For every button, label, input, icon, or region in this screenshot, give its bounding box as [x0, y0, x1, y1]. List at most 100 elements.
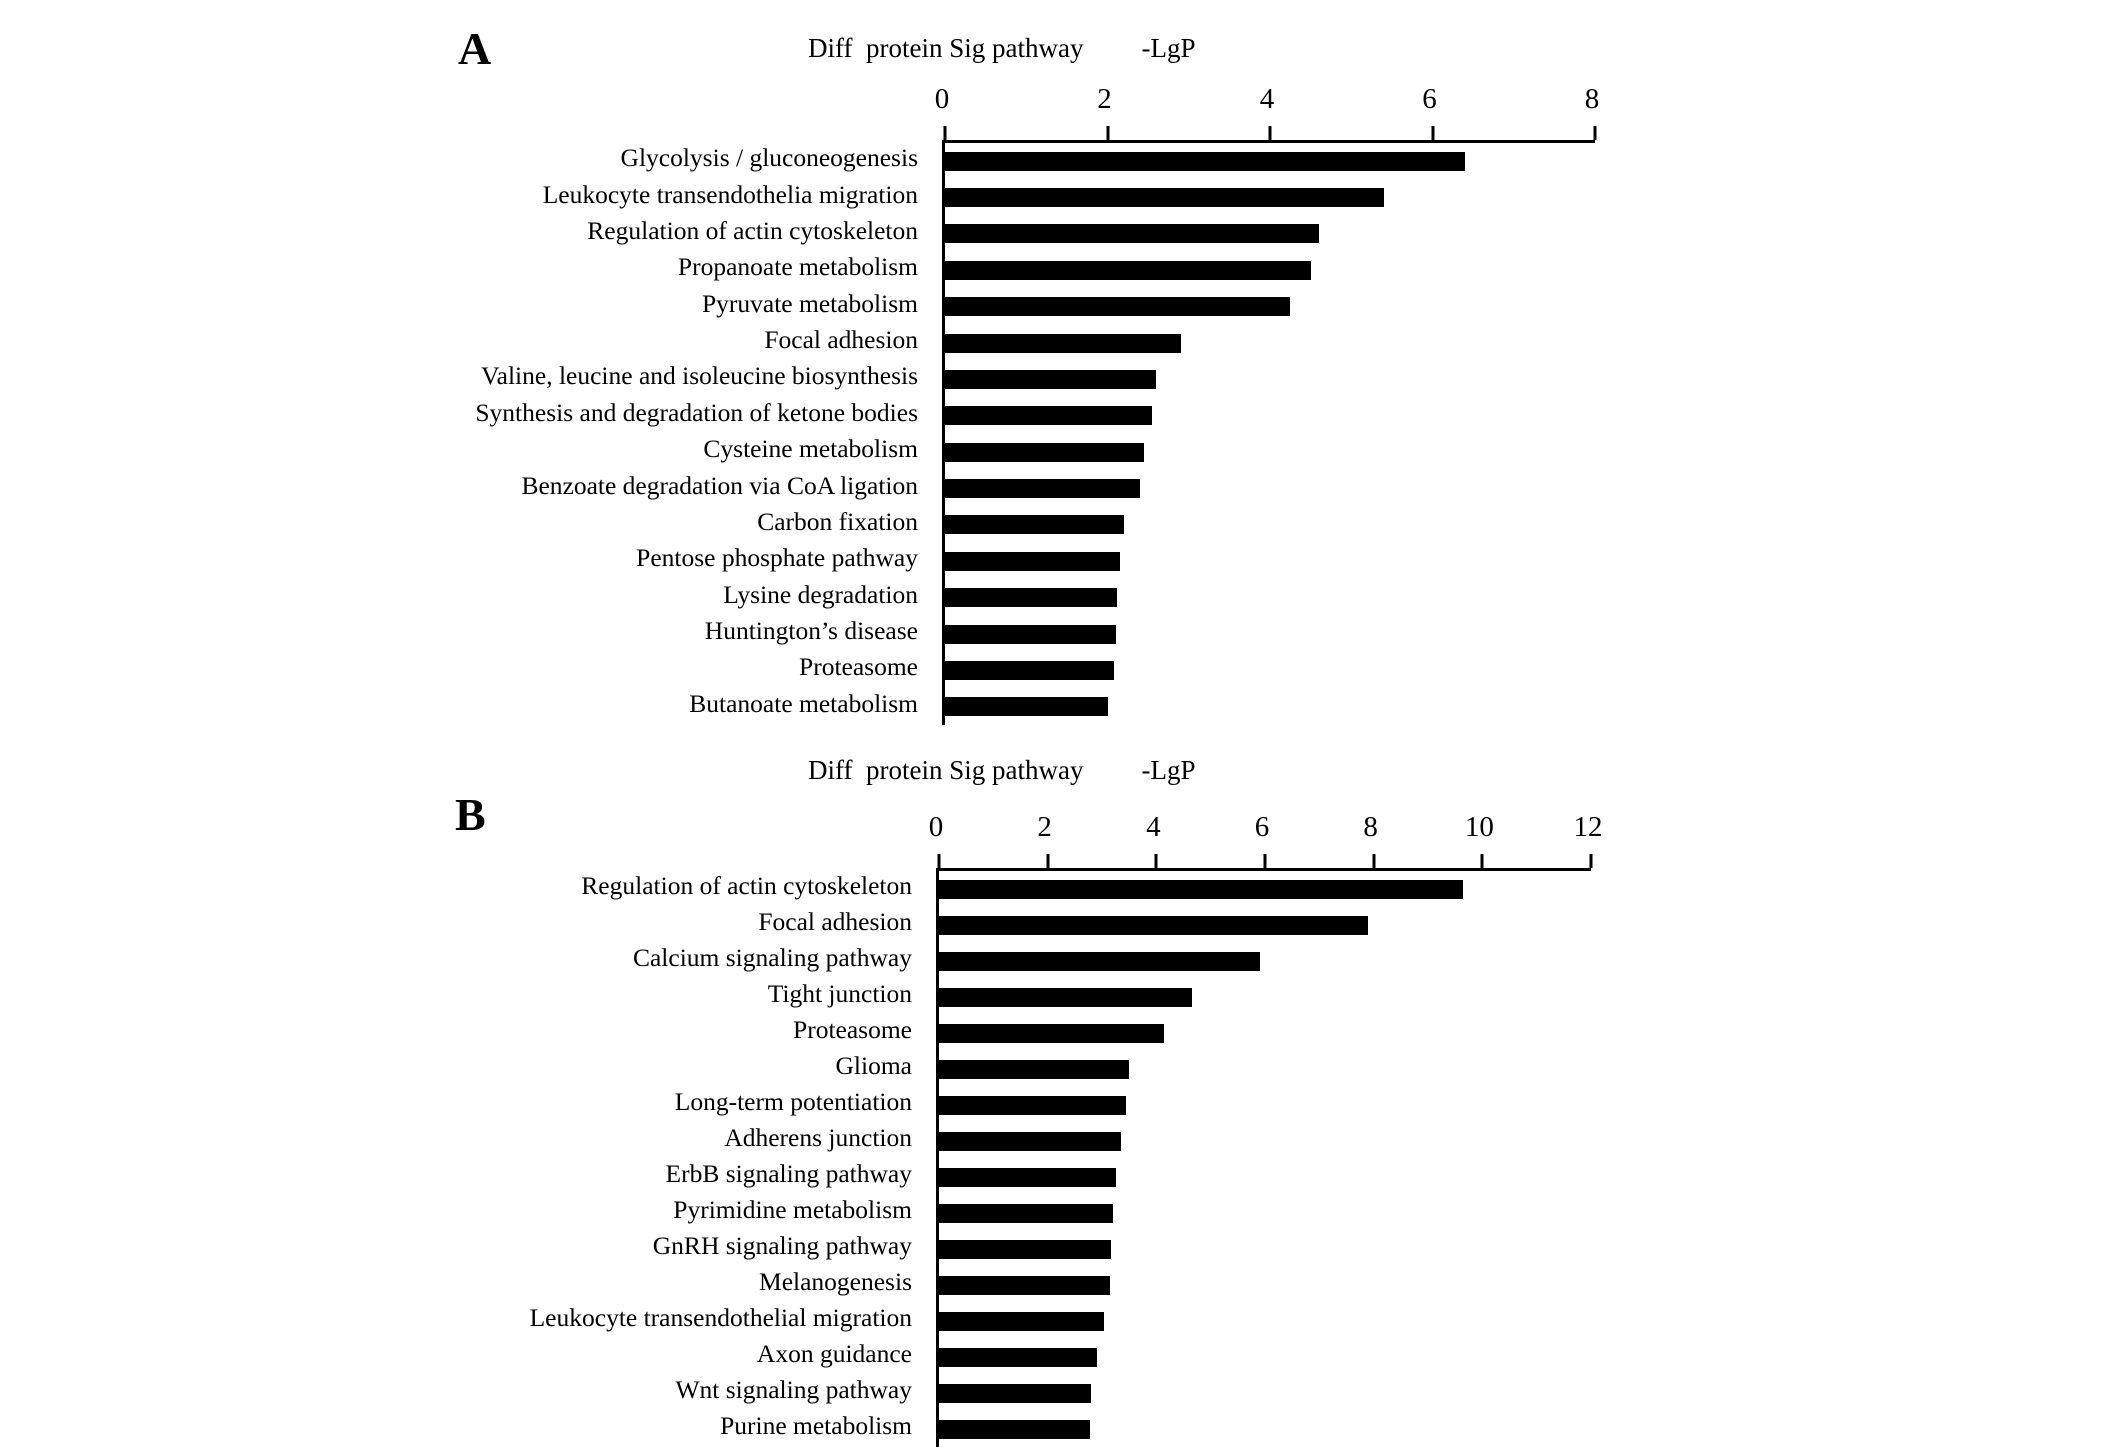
bar: [945, 515, 1124, 535]
bar: [945, 224, 1319, 244]
category-label: Axon guidance: [756, 1339, 912, 1368]
category-label: Leukocyte transendothelial migration: [529, 1303, 912, 1332]
axis-tick-mark: [1268, 126, 1272, 140]
bar: [945, 588, 1118, 608]
axis-tick-mark: [1593, 126, 1597, 140]
panel-b-axis-tick-labels: 0 2 4 6 8 10 12: [929, 810, 1603, 844]
panel-a-letter: A: [458, 23, 492, 74]
bar-row: [939, 1087, 1591, 1123]
panel-b-category-labels: Regulation of actin cytoskeleton Focal ad…: [0, 868, 924, 1444]
panel-a-category-labels: Glycolysis / gluconeogenesis Leukocyte tr…: [0, 140, 930, 722]
bar-row: [945, 252, 1595, 288]
bar-row: [945, 470, 1595, 506]
axis-tick-label: 4: [1146, 811, 1161, 843]
bar: [939, 1239, 1112, 1259]
bar: [939, 915, 1369, 935]
axis-tick-label: 6: [1254, 811, 1270, 843]
bar: [939, 987, 1192, 1007]
bar: [939, 1131, 1122, 1151]
category-label: Regulation of actin cytoskeleton: [587, 215, 918, 245]
bar-row: [945, 689, 1595, 725]
panel-a-title-text: Diff protein Sig pathway: [808, 33, 1084, 63]
category-label: Long-term potentiation: [674, 1087, 912, 1116]
category-label: Regulation of actin cytoskeleton: [581, 871, 912, 900]
bar: [939, 1275, 1111, 1295]
bar: [939, 1167, 1116, 1187]
bar-row: [945, 143, 1595, 179]
bar: [939, 1059, 1130, 1079]
category-label: Glycolysis / gluconeogenesis: [620, 143, 918, 173]
bar-row: [945, 361, 1595, 397]
axis-tick-mark: [1480, 854, 1484, 868]
bar: [939, 1311, 1104, 1331]
bar-row: [939, 907, 1591, 943]
bar: [945, 697, 1108, 717]
axis-tick-label: 8: [1363, 811, 1378, 843]
axis-tick-mark: [1431, 126, 1434, 140]
bar-row: [945, 434, 1595, 470]
category-label: Benzoate degradation via CoA ligation: [521, 470, 918, 500]
bar-row: [945, 652, 1595, 688]
bar: [939, 1419, 1091, 1439]
category-label: Wnt signaling pathway: [675, 1375, 912, 1404]
bar: [939, 1095, 1127, 1115]
panel-b-letter: B: [455, 789, 486, 840]
bar: [945, 260, 1311, 280]
category-label: GnRH signaling pathway: [652, 1231, 912, 1260]
bar-row: [945, 289, 1595, 325]
panel-a-plot-area: [942, 126, 1597, 725]
bar: [945, 479, 1140, 499]
bar-row: [945, 398, 1595, 434]
axis-tick-mark: [943, 126, 947, 140]
category-label: Huntington’s disease: [704, 616, 918, 646]
bar: [939, 1023, 1165, 1043]
panel-a-title: Diff protein Sig pathway -LgP: [808, 33, 1195, 64]
bar-row: [939, 1231, 1591, 1267]
axis-tick-label: 10: [1464, 811, 1494, 843]
bar: [945, 188, 1384, 208]
bar: [945, 151, 1465, 171]
category-label: Propanoate metabolism: [677, 252, 918, 282]
category-label: Cysteine metabolism: [703, 434, 918, 464]
bar-row: [945, 216, 1595, 252]
axis-tick-label: 0: [928, 811, 944, 843]
axis-tick-label: 2: [1037, 811, 1052, 843]
category-label: Butanoate metabolism: [689, 688, 918, 718]
category-label: Pyruvate metabolism: [701, 288, 918, 318]
axis-tick-label: 4: [1259, 83, 1275, 115]
panel-a-axis-tick-labels: 0 2 4 6 8: [935, 82, 1600, 116]
bar-row: [939, 1159, 1591, 1195]
bar-row: [939, 1015, 1591, 1051]
bar: [945, 369, 1157, 389]
bar-row: [939, 871, 1591, 907]
axis-tick-mark: [1106, 126, 1109, 140]
axis-tick-mark: [1046, 854, 1050, 868]
bar-row: [945, 179, 1595, 215]
bar-row: [945, 507, 1595, 543]
bar-row: [939, 943, 1591, 979]
category-label: Purine metabolism: [720, 1411, 912, 1440]
bar: [945, 442, 1145, 462]
bar-row: [939, 1123, 1591, 1159]
bar: [939, 1347, 1097, 1367]
bar-row: [939, 979, 1591, 1015]
category-label: Calcium signaling pathway: [632, 943, 912, 972]
bar: [945, 333, 1181, 353]
category-label: Proteasome: [799, 652, 918, 682]
bar: [939, 1383, 1092, 1403]
axis-tick-mark: [1372, 854, 1376, 868]
category-label: Focal adhesion: [758, 907, 912, 936]
category-label: Lysine degradation: [723, 579, 918, 609]
axis-tick-mark: [937, 854, 941, 868]
axis-tick-mark: [1263, 854, 1267, 868]
category-label: Pyrimidine metabolism: [673, 1195, 912, 1224]
category-label: Carbon fixation: [757, 506, 918, 536]
bar-row: [945, 325, 1595, 361]
axis-tick-label: 8: [1584, 83, 1600, 115]
category-label: Focal adhesion: [764, 325, 918, 355]
bar: [939, 1203, 1113, 1223]
category-label: Tight junction: [767, 979, 912, 1008]
bar: [945, 406, 1153, 426]
